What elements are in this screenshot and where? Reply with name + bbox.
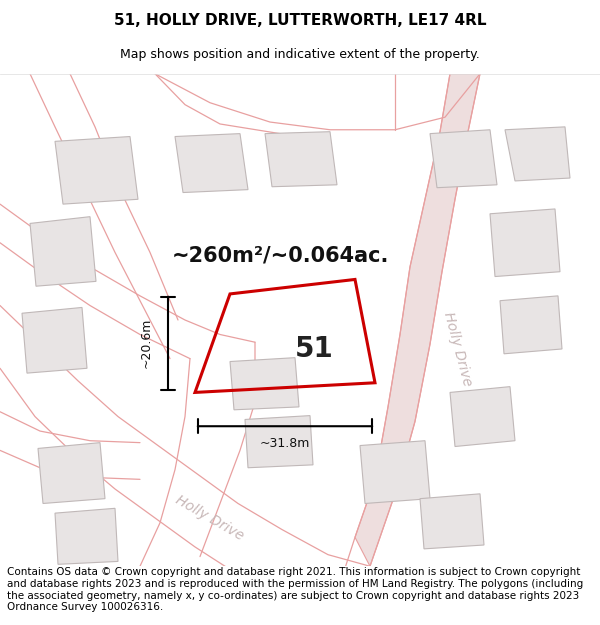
Text: Holly Drive: Holly Drive <box>173 493 247 543</box>
Text: Contains OS data © Crown copyright and database right 2021. This information is : Contains OS data © Crown copyright and d… <box>7 568 583 612</box>
Polygon shape <box>430 130 497 188</box>
Polygon shape <box>22 308 87 373</box>
Polygon shape <box>355 74 480 566</box>
Text: Map shows position and indicative extent of the property.: Map shows position and indicative extent… <box>120 48 480 61</box>
Text: 51, HOLLY DRIVE, LUTTERWORTH, LE17 4RL: 51, HOLLY DRIVE, LUTTERWORTH, LE17 4RL <box>114 13 486 28</box>
Polygon shape <box>175 134 248 192</box>
Text: 51: 51 <box>295 335 333 362</box>
Polygon shape <box>265 132 337 187</box>
Polygon shape <box>450 387 515 446</box>
Polygon shape <box>360 441 430 504</box>
Polygon shape <box>55 508 118 564</box>
Polygon shape <box>490 209 560 276</box>
Text: ~260m²/~0.064ac.: ~260m²/~0.064ac. <box>172 245 389 265</box>
Text: ~31.8m: ~31.8m <box>260 437 310 450</box>
Polygon shape <box>500 296 562 354</box>
Polygon shape <box>245 416 313 468</box>
Text: Holly Drive: Holly Drive <box>442 311 475 388</box>
Polygon shape <box>38 442 105 504</box>
Polygon shape <box>55 136 138 204</box>
Polygon shape <box>505 127 570 181</box>
Polygon shape <box>230 357 299 410</box>
Polygon shape <box>30 217 96 286</box>
Text: ~20.6m: ~20.6m <box>139 318 152 368</box>
Polygon shape <box>420 494 484 549</box>
